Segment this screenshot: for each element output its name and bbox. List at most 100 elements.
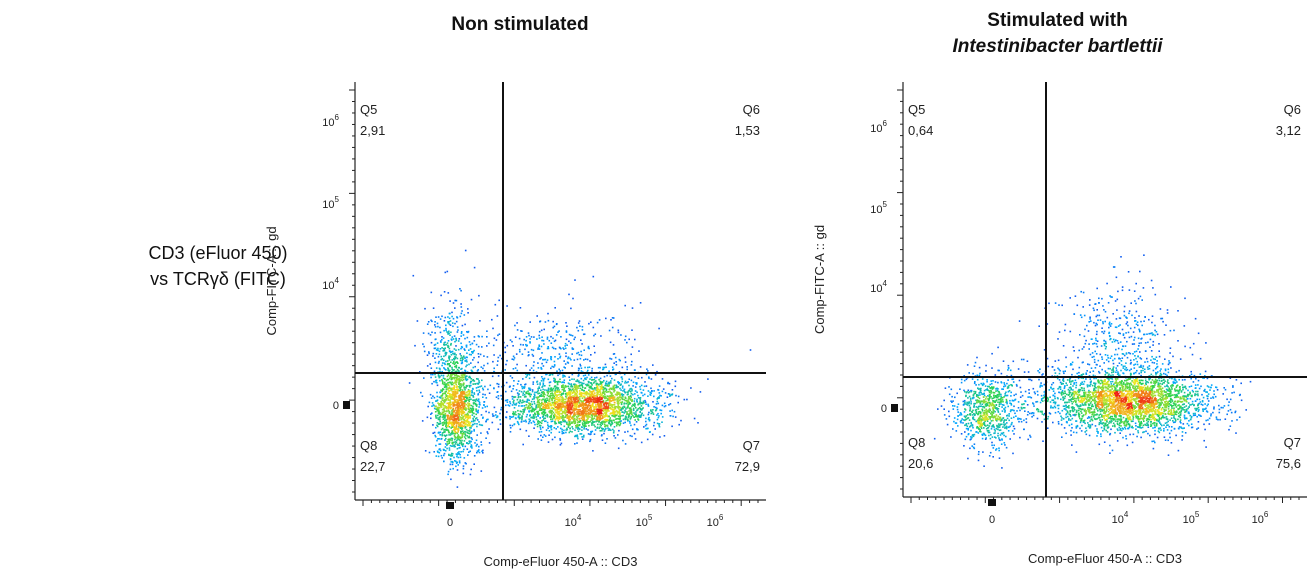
event-dot: [968, 391, 971, 393]
event-dot: [595, 418, 598, 421]
event-dot: [624, 431, 626, 433]
event-dot: [427, 332, 430, 335]
event-dot: [972, 414, 974, 416]
event-dot: [464, 462, 467, 464]
event-dot: [536, 338, 538, 340]
event-dot: [448, 453, 450, 456]
event-dot: [450, 331, 452, 334]
event-dot: [487, 418, 489, 421]
event-dot: [537, 347, 540, 349]
event-dot: [611, 423, 613, 425]
event-dot: [546, 403, 549, 406]
event-dot: [455, 462, 458, 464]
event-dot: [642, 407, 644, 409]
event-dot: [624, 421, 626, 424]
event-dot: [556, 396, 558, 398]
event-dot: [550, 394, 553, 397]
event-dot: [449, 468, 452, 471]
event-dot: [534, 408, 536, 410]
event-dot: [486, 356, 489, 358]
event-dot: [541, 386, 543, 388]
event-dot: [442, 397, 444, 399]
event-dot: [469, 410, 472, 412]
event-dot: [622, 394, 625, 396]
event-dot: [543, 413, 545, 416]
event-dot: [554, 392, 556, 394]
event-dot: [558, 414, 561, 417]
event-dot: [449, 422, 451, 424]
event-dot: [431, 402, 434, 404]
event-dot: [445, 434, 448, 436]
event-dot: [542, 339, 545, 342]
event-dot: [538, 337, 541, 339]
event-dot: [630, 411, 632, 413]
event-dot: [562, 385, 564, 387]
event-dot: [465, 359, 468, 361]
event-dot: [440, 341, 442, 343]
event-dot: [633, 404, 635, 407]
event-dot: [606, 438, 608, 440]
event-dot: [454, 432, 456, 435]
event-dot: [549, 409, 552, 412]
event-dot: [517, 380, 520, 382]
event-dot: [459, 396, 461, 399]
event-dot: [580, 391, 583, 394]
event-dot: [543, 399, 546, 402]
event-dot: [576, 419, 579, 421]
event-dot: [563, 388, 565, 391]
event-dot: [464, 400, 466, 403]
event-dot: [673, 410, 676, 413]
event-dot: [429, 363, 431, 365]
event-dot: [574, 414, 577, 416]
event-dot: [422, 343, 424, 345]
event-dot: [573, 383, 575, 386]
event-dot: [590, 398, 593, 401]
event-dot: [686, 398, 688, 401]
event-dot: [613, 435, 615, 437]
event-dot: [609, 404, 612, 406]
event-dot: [446, 425, 449, 428]
event-dot: [612, 387, 614, 389]
event-dot: [597, 399, 599, 402]
event-dot: [464, 349, 466, 351]
event-dot: [636, 400, 638, 402]
event-dot: [454, 407, 457, 409]
event-dot: [598, 413, 601, 415]
event-dot: [437, 362, 440, 364]
event-dot: [459, 408, 461, 410]
event-dot: [440, 358, 442, 361]
event-dot: [426, 365, 429, 367]
event-dot: [601, 387, 604, 390]
event-dot: [466, 331, 468, 333]
event-dot: [426, 323, 429, 325]
event-dot: [476, 389, 478, 392]
event-dot: [533, 396, 536, 398]
event-dot: [594, 397, 597, 400]
event-dot: [578, 408, 580, 411]
event-dot: [574, 420, 577, 423]
event-dot: [600, 394, 602, 397]
event-dot: [950, 436, 952, 438]
event-dot: [468, 386, 471, 388]
event-dot: [532, 355, 535, 357]
event-dot: [515, 353, 518, 355]
event-dot: [548, 339, 551, 342]
event-dot: [542, 388, 544, 391]
event-dot: [565, 330, 568, 332]
event-dot: [514, 336, 517, 338]
event-dot: [460, 409, 463, 412]
event-dot: [593, 415, 596, 417]
event-dot: [579, 403, 581, 406]
event-dot: [548, 381, 551, 384]
event-dot: [452, 413, 454, 416]
event-dot: [637, 415, 639, 418]
event-dot: [562, 420, 565, 423]
event-dot: [610, 380, 612, 382]
event-dot: [483, 364, 485, 367]
event-dot: [582, 404, 584, 407]
event-dot: [573, 386, 576, 389]
event-dot: [569, 408, 572, 411]
event-dot: [619, 394, 622, 396]
event-dot: [627, 405, 629, 407]
